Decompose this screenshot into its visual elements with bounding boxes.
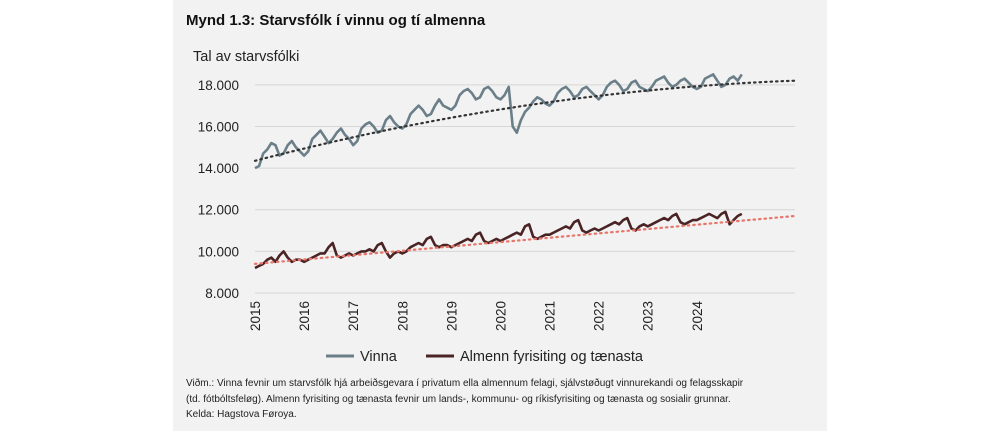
x-tick-label: 2018 <box>395 301 410 331</box>
series-line-almenn <box>254 210 743 270</box>
x-tick-label: 2017 <box>346 301 361 331</box>
y-tick-label: 18.000 <box>198 78 239 93</box>
y-axis-label: Tal av starvsfólki <box>193 49 300 65</box>
x-tick-label: 2019 <box>444 301 459 331</box>
figure-title: Mynd 1.3: Starvsfólk í vinnu og tí almen… <box>186 12 486 29</box>
y-tick-label: 14.000 <box>198 161 239 176</box>
y-tick-label: 10.000 <box>198 244 239 259</box>
x-tick-label: 2015 <box>248 301 263 331</box>
note-line-1: Viðm.: Vinna fevnir um starvsfólk hjá ar… <box>186 378 744 389</box>
y-tick-label: 8.000 <box>205 286 239 301</box>
source-line: Kelda: Hagstova Føroya. <box>186 409 297 420</box>
y-tick-label: 16.000 <box>198 119 239 134</box>
note-line-2: (td. fótbóltsfeløg). Almenn fyrisiting o… <box>186 393 731 405</box>
series-line-vinna <box>254 73 743 170</box>
x-tick-label: 2020 <box>493 301 508 331</box>
trendline-vinna <box>253 79 797 162</box>
trendline-almenn <box>253 214 797 265</box>
x-tick-label: 2021 <box>543 301 558 331</box>
y-tick-label: 12.000 <box>198 203 239 218</box>
x-tick-label: 2023 <box>641 301 656 331</box>
chart-panel <box>173 0 827 431</box>
figure-note: Viðm.: Vinna fevnir um starvsfólk hjá ar… <box>186 376 816 423</box>
x-tick-label: 2016 <box>297 301 312 331</box>
x-tick-label: 2024 <box>690 301 705 332</box>
legend-label-almenn: Almenn fyrisiting og tænasta <box>460 349 644 365</box>
legend-label-vinna: Vinna <box>360 349 398 365</box>
x-tick-label: 2022 <box>592 301 607 331</box>
